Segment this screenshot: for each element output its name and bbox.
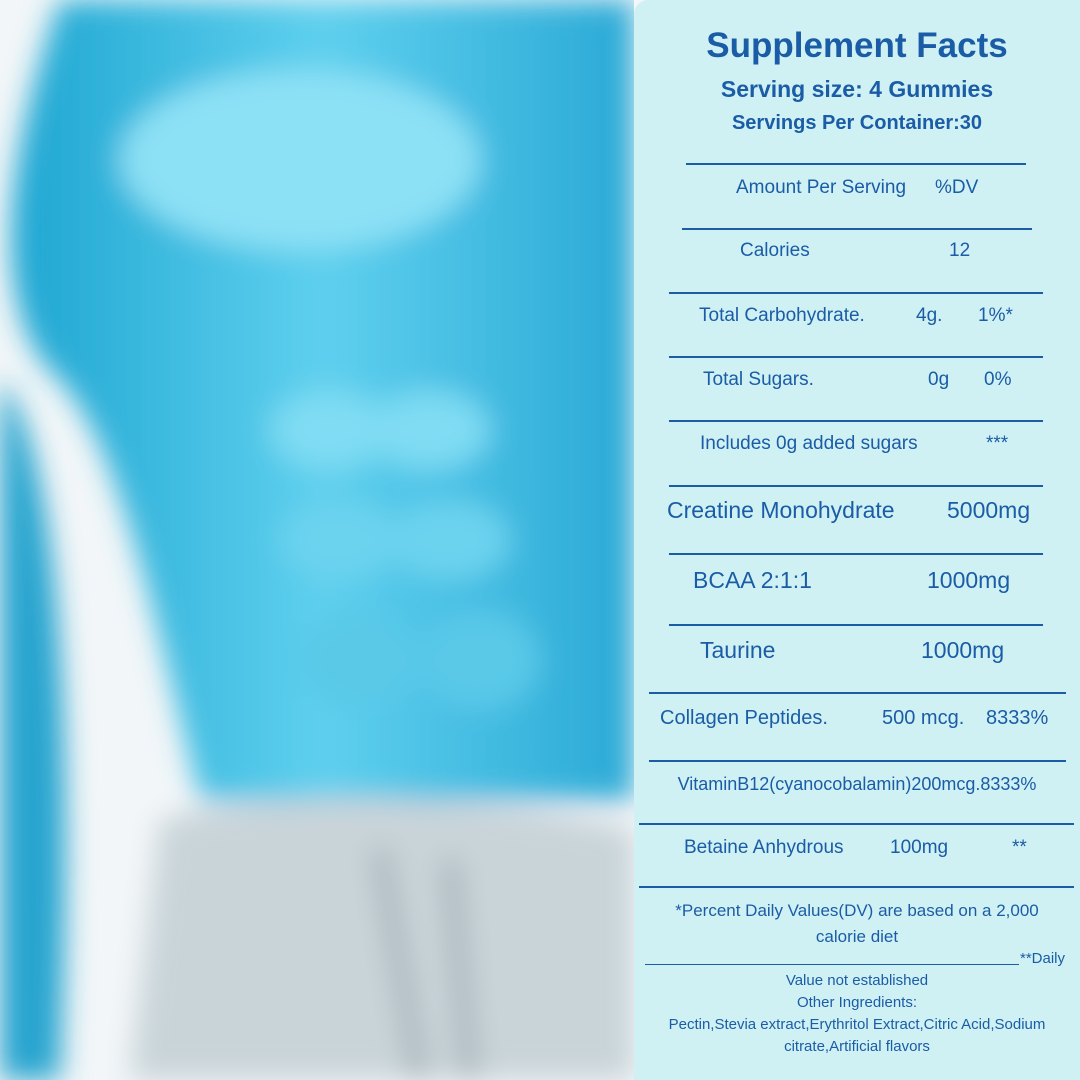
row-label: BCAA 2:1:1 bbox=[693, 567, 812, 593]
row-label: Calories bbox=[740, 240, 810, 261]
row-value: 4g. bbox=[916, 305, 943, 326]
row-dv: 0% bbox=[984, 369, 1012, 390]
divider bbox=[669, 420, 1043, 422]
divider bbox=[669, 485, 1043, 487]
row-dv: ** bbox=[1012, 837, 1027, 858]
row-label: Taurine bbox=[700, 637, 776, 663]
serving-size: Serving size: 4 Gummies bbox=[720, 76, 994, 102]
row-dv: *** bbox=[986, 433, 1009, 454]
row-label: Betaine Anhydrous bbox=[684, 837, 844, 858]
row-value: 100mg bbox=[890, 837, 949, 858]
row-label: VitaminB12(cyanocobalamin)200mcg.8333% bbox=[677, 774, 1037, 794]
row-label: Collagen Peptides. bbox=[660, 707, 828, 729]
divider bbox=[649, 692, 1066, 694]
row-dv: 1%* bbox=[978, 305, 1013, 326]
divider bbox=[669, 624, 1043, 626]
dv-note: *Percent Daily Values(DV) are based on a… bbox=[675, 901, 1039, 946]
daily-marker: **Daily bbox=[1020, 950, 1066, 967]
row-dv: 8333% bbox=[986, 707, 1049, 729]
row-value: %DV bbox=[935, 177, 979, 198]
divider bbox=[669, 292, 1043, 294]
supplement-facts-panel: Supplement Facts Serving size: 4 Gummies… bbox=[634, 0, 1080, 1080]
torso-photo bbox=[0, 0, 634, 1080]
row-label: Includes 0g added sugars bbox=[700, 433, 918, 454]
row-label: Total Carbohydrate. bbox=[699, 305, 865, 326]
divider bbox=[639, 823, 1074, 825]
servings-per-container: Servings Per Container:30 bbox=[731, 112, 983, 134]
divider bbox=[686, 163, 1026, 165]
divider bbox=[639, 886, 1074, 888]
row-value: 0g bbox=[928, 369, 950, 390]
row-value: 1000mg bbox=[927, 567, 1011, 593]
not-established: Value not established bbox=[785, 972, 929, 989]
row-value: 5000mg bbox=[947, 497, 1031, 523]
row-label: Creatine Monohydrate bbox=[667, 497, 895, 523]
divider bbox=[669, 356, 1043, 358]
row-value: 500 mcg. bbox=[882, 707, 965, 729]
divider bbox=[649, 760, 1066, 762]
divider bbox=[669, 553, 1043, 555]
divider bbox=[645, 964, 1019, 965]
title: Supplement Facts bbox=[706, 26, 1008, 65]
other-ingredients-label: Other Ingredients: bbox=[796, 994, 918, 1011]
row-label: Total Sugars. bbox=[703, 369, 814, 390]
row-value: 12 bbox=[949, 240, 971, 261]
divider bbox=[682, 228, 1032, 230]
row-value: 1000mg bbox=[921, 637, 1005, 663]
other-ingredients: Pectin,Stevia extract,Erythritol Extract… bbox=[668, 1016, 1046, 1055]
row-label: Amount Per Serving bbox=[736, 177, 907, 198]
